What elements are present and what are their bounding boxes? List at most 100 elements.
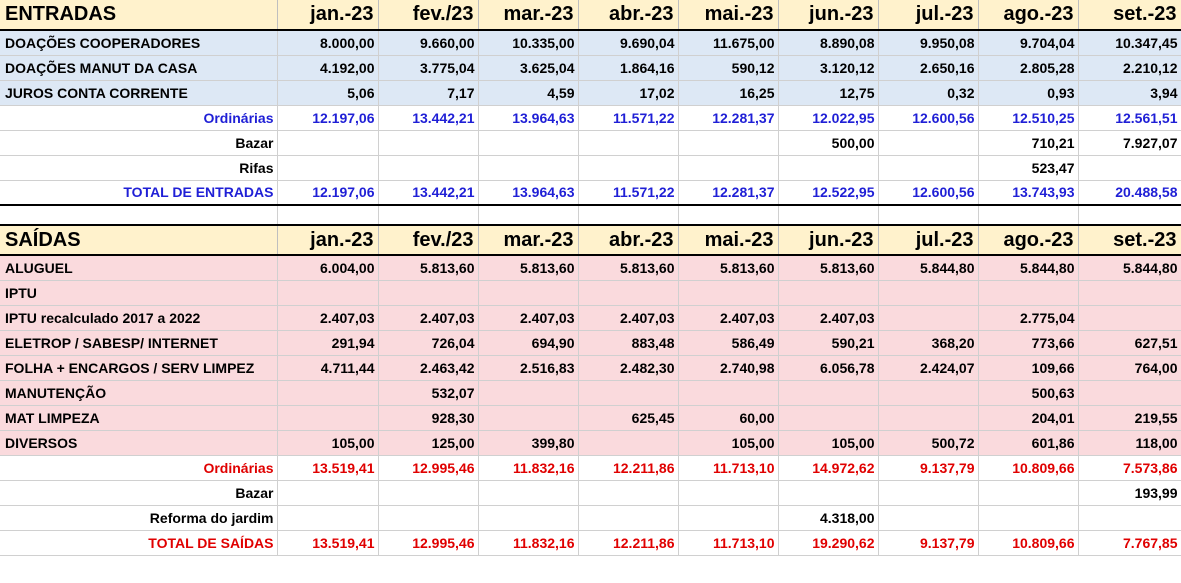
month-header-cell[interactable]: ago.-23 (978, 0, 1079, 31)
value-cell[interactable]: 11.832,16 (478, 530, 579, 556)
value-cell[interactable]: 204,01 (978, 405, 1079, 431)
month-header-cell[interactable]: abr.-23 (578, 225, 679, 256)
value-cell[interactable]: 12.211,86 (578, 455, 679, 481)
month-header-cell[interactable]: mai.-23 (678, 225, 779, 256)
row-label-cell[interactable]: Ordinárias (0, 455, 278, 481)
value-cell[interactable]: 399,80 (478, 430, 579, 456)
month-header-cell[interactable]: mar.-23 (478, 0, 579, 31)
value-cell[interactable]: 928,30 (378, 405, 479, 431)
value-cell[interactable]: 586,49 (678, 330, 779, 356)
value-cell[interactable]: 291,94 (277, 330, 379, 356)
value-cell[interactable]: 13.519,41 (277, 530, 379, 556)
value-cell[interactable] (277, 505, 379, 531)
month-header-cell[interactable]: jun.-23 (778, 225, 879, 256)
empty-cell[interactable] (1078, 205, 1181, 226)
value-cell[interactable]: 17,02 (578, 80, 679, 106)
value-cell[interactable] (478, 405, 579, 431)
row-label-cell[interactable]: IPTU (0, 280, 278, 306)
value-cell[interactable]: 532,07 (378, 380, 479, 406)
month-header-cell[interactable]: abr.-23 (578, 0, 679, 31)
value-cell[interactable] (678, 155, 779, 181)
value-cell[interactable] (878, 305, 979, 331)
value-cell[interactable]: 11.571,22 (578, 180, 679, 206)
empty-cell[interactable] (478, 205, 579, 226)
empty-cell[interactable] (578, 205, 679, 226)
row-label-cell[interactable]: JUROS CONTA CORRENTE (0, 80, 278, 106)
month-header-cell[interactable]: jan.-23 (277, 0, 379, 31)
value-cell[interactable]: 8.890,08 (778, 30, 879, 56)
value-cell[interactable]: 13.964,63 (478, 105, 579, 131)
empty-cell[interactable] (778, 205, 879, 226)
row-label-cell[interactable]: Rifas (0, 155, 278, 181)
value-cell[interactable]: 2.424,07 (878, 355, 979, 381)
value-cell[interactable]: 60,00 (678, 405, 779, 431)
value-cell[interactable]: 5.844,80 (1078, 255, 1181, 281)
row-label-cell[interactable]: ALUGUEL (0, 255, 278, 281)
value-cell[interactable]: 7.927,07 (1078, 130, 1181, 156)
value-cell[interactable] (1078, 305, 1181, 331)
month-header-cell[interactable]: jun.-23 (778, 0, 879, 31)
value-cell[interactable] (578, 430, 679, 456)
value-cell[interactable]: 13.964,63 (478, 180, 579, 206)
value-cell[interactable]: 368,20 (878, 330, 979, 356)
value-cell[interactable]: 2.805,28 (978, 55, 1079, 81)
value-cell[interactable]: 12.600,56 (878, 105, 979, 131)
value-cell[interactable] (478, 505, 579, 531)
value-cell[interactable] (878, 280, 979, 306)
value-cell[interactable]: 12.281,37 (678, 180, 779, 206)
value-cell[interactable] (578, 130, 679, 156)
value-cell[interactable]: 8.000,00 (277, 30, 379, 56)
value-cell[interactable]: 11.713,10 (678, 530, 779, 556)
value-cell[interactable]: 627,51 (1078, 330, 1181, 356)
value-cell[interactable]: 16,25 (678, 80, 779, 106)
row-label-cell[interactable]: DOAÇÕES COOPERADORES (0, 30, 278, 56)
value-cell[interactable] (378, 280, 479, 306)
value-cell[interactable] (277, 380, 379, 406)
value-cell[interactable]: 0,93 (978, 80, 1079, 106)
value-cell[interactable]: 5.813,60 (778, 255, 879, 281)
value-cell[interactable]: 5.813,60 (578, 255, 679, 281)
value-cell[interactable] (277, 405, 379, 431)
row-label-cell[interactable]: IPTU recalculado 2017 a 2022 (0, 305, 278, 331)
row-label-cell[interactable]: DIVERSOS (0, 430, 278, 456)
value-cell[interactable] (878, 505, 979, 531)
value-cell[interactable]: 2.516,83 (478, 355, 579, 381)
value-cell[interactable]: 9.137,79 (878, 530, 979, 556)
entradas-section-title[interactable]: ENTRADAS (0, 0, 278, 31)
value-cell[interactable]: 6.056,78 (778, 355, 879, 381)
empty-cell[interactable] (978, 205, 1079, 226)
row-label-cell[interactable]: FOLHA + ENCARGOS / SERV LIMPEZ (0, 355, 278, 381)
value-cell[interactable]: 6.004,00 (277, 255, 379, 281)
value-cell[interactable]: 5.813,60 (378, 255, 479, 281)
value-cell[interactable] (578, 155, 679, 181)
month-header-cell[interactable]: fev./23 (378, 225, 479, 256)
value-cell[interactable]: 590,12 (678, 55, 779, 81)
value-cell[interactable] (678, 480, 779, 506)
value-cell[interactable] (678, 130, 779, 156)
value-cell[interactable]: 12.211,86 (578, 530, 679, 556)
value-cell[interactable]: 125,00 (378, 430, 479, 456)
empty-cell[interactable] (878, 205, 979, 226)
value-cell[interactable]: 5.844,80 (878, 255, 979, 281)
value-cell[interactable]: 694,90 (478, 330, 579, 356)
value-cell[interactable]: 19.290,62 (778, 530, 879, 556)
value-cell[interactable]: 12.600,56 (878, 180, 979, 206)
value-cell[interactable]: 105,00 (678, 430, 779, 456)
value-cell[interactable]: 726,04 (378, 330, 479, 356)
value-cell[interactable]: 10.809,66 (978, 455, 1079, 481)
value-cell[interactable] (678, 280, 779, 306)
value-cell[interactable]: 118,00 (1078, 430, 1181, 456)
value-cell[interactable] (878, 405, 979, 431)
value-cell[interactable]: 219,55 (1078, 405, 1181, 431)
value-cell[interactable]: 11.713,10 (678, 455, 779, 481)
value-cell[interactable]: 3,94 (1078, 80, 1181, 106)
empty-cell[interactable] (0, 205, 278, 226)
value-cell[interactable] (878, 380, 979, 406)
value-cell[interactable]: 109,66 (978, 355, 1079, 381)
value-cell[interactable]: 10.335,00 (478, 30, 579, 56)
value-cell[interactable]: 7,17 (378, 80, 479, 106)
month-header-cell[interactable]: fev./23 (378, 0, 479, 31)
value-cell[interactable]: 4.318,00 (778, 505, 879, 531)
month-header-cell[interactable]: ago.-23 (978, 225, 1079, 256)
value-cell[interactable]: 590,21 (778, 330, 879, 356)
